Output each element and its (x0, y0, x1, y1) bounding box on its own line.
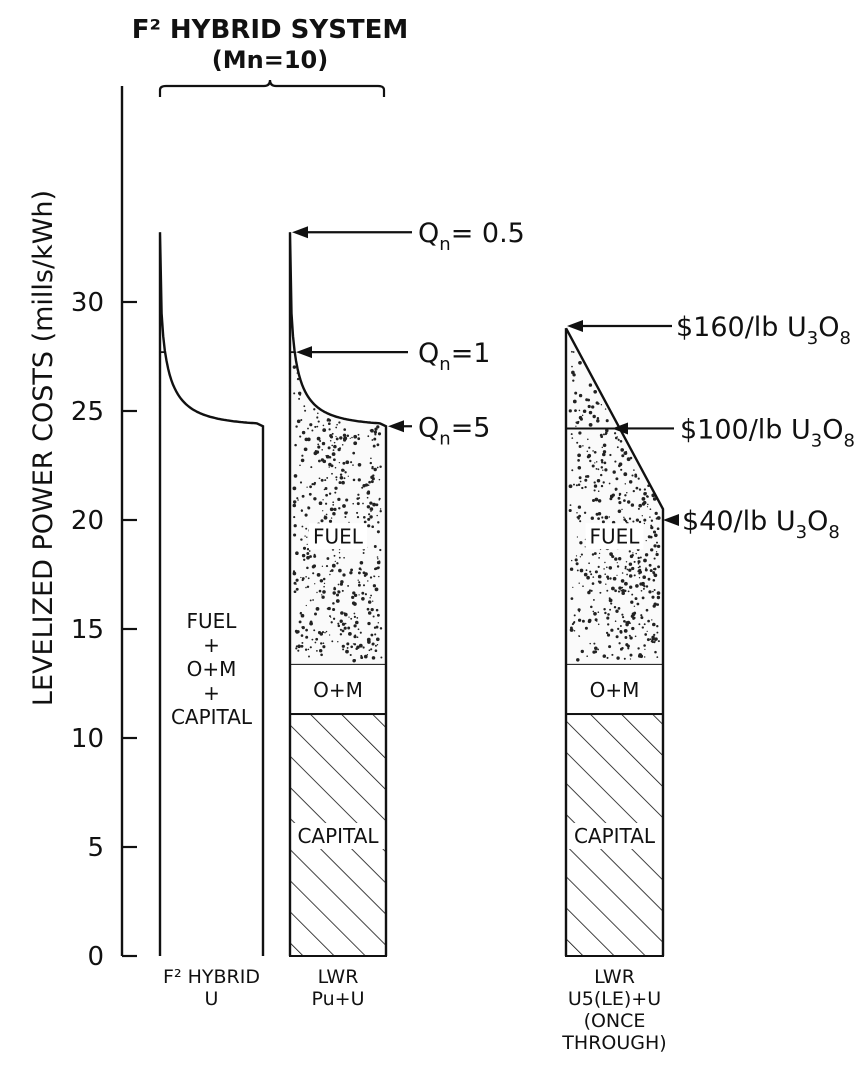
annotation-lwr-u5-0: $160/lb U3O8 (567, 312, 851, 349)
y-tick-label: 20 (71, 506, 104, 536)
x-category-label: LWR (594, 966, 635, 988)
svg-text:O+M: O+M (313, 678, 363, 702)
y-tick-label: 10 (71, 724, 104, 754)
annotation-label: $40/lb U3O8 (682, 506, 840, 543)
annotation-lwr-pu-1: Qn=1 (296, 338, 491, 375)
segment-label: O+M (590, 678, 640, 702)
hybrid-system-brace (158, 79, 386, 97)
fuel-stipple (568, 350, 661, 662)
segment-label: FUEL+O+M+CAPITAL (171, 609, 253, 729)
svg-text:FUEL: FUEL (313, 524, 364, 548)
segment-label: FUEL (585, 523, 644, 550)
bar-lwr-pu: CAPITAL O+M FUEL (288, 232, 388, 958)
y-tick-label: 15 (71, 615, 104, 645)
annotation-label: $100/lb U3O8 (680, 414, 855, 451)
annotation-arrow-head (567, 319, 583, 332)
annotation-lwr-u5-2: $40/lb U3O8 (663, 506, 840, 543)
bar-lwr-u5: CAPITAL O+M FUEL (564, 327, 665, 958)
segment-label: CAPITAL (289, 823, 387, 850)
svg-text:CAPITAL: CAPITAL (171, 705, 253, 729)
y-tick-label: 25 (71, 397, 104, 427)
bar-f2: FUEL+O+M+CAPITAL (158, 232, 265, 956)
svg-text:O+M: O+M (187, 657, 237, 681)
chart-subtitle: (Mn=10) (212, 46, 328, 74)
annotation-label: Qn= 0.5 (418, 218, 525, 255)
y-tick-label: 30 (71, 288, 104, 318)
svg-text:FUEL: FUEL (187, 609, 238, 633)
bars-group: FUEL+O+M+CAPITALCAPITALO+MFUELCAPITALO+M… (158, 232, 665, 958)
annotations-group: Qn= 0.5 Qn=1 Qn=5 $160/lb U3O8 $100/lb U3O8 $… (292, 218, 855, 543)
bar-outline (158, 232, 265, 956)
segment-om (565, 662, 664, 716)
segment-label: FUEL (309, 523, 367, 550)
annotation-arrow-head (663, 514, 679, 526)
x-category-label: U (205, 988, 219, 1010)
bar-outline (564, 327, 665, 956)
annotation-lwr-u5-1: $100/lb U3O8 (612, 414, 855, 451)
y-tick-label: 5 (87, 833, 104, 863)
segment-label: O+M (313, 678, 363, 702)
bar-outline (288, 232, 388, 956)
chart-title: F² HYBRID SYSTEM (132, 15, 409, 45)
annotation-label: Qn=1 (418, 338, 491, 375)
annotation-lwr-pu-2: Qn=5 (388, 412, 491, 449)
svg-text:FUEL: FUEL (590, 524, 641, 548)
x-category-label: U5(LE)+U (568, 988, 661, 1010)
annotation-label: $160/lb U3O8 (676, 312, 851, 349)
segment-label: CAPITAL (566, 823, 663, 850)
x-category-label: Pu+U (312, 988, 365, 1010)
svg-text:O+M: O+M (590, 678, 640, 702)
x-axis-labels: F² HYBRIDULWRPu+ULWRU5(LE)+U(ONCETHROUGH… (163, 966, 667, 1054)
annotation-arrow-head (388, 420, 404, 433)
svg-text:+: + (203, 633, 220, 657)
annotation-arrow-head (296, 346, 312, 359)
y-axis-ticks: 0 5 10 15 20 25 30 (71, 288, 137, 972)
svg-text:+: + (203, 681, 220, 705)
annotation-lwr-pu-0: Qn= 0.5 (292, 218, 525, 255)
x-category-label: (ONCE (584, 1010, 646, 1032)
annotation-arrow-head (292, 226, 308, 239)
y-axis-label: LEVELIZED POWER COSTS (mills/kWh) (28, 190, 59, 706)
y-tick-label: 0 (87, 942, 104, 972)
x-category-label: F² HYBRID (163, 966, 260, 988)
svg-text:CAPITAL: CAPITAL (574, 824, 656, 848)
x-category-label: LWR (318, 966, 359, 988)
x-category-label: THROUGH) (561, 1032, 666, 1054)
svg-text:CAPITAL: CAPITAL (297, 824, 379, 848)
annotation-arrow-head (612, 422, 628, 435)
annotation-label: Qn=5 (418, 412, 491, 449)
